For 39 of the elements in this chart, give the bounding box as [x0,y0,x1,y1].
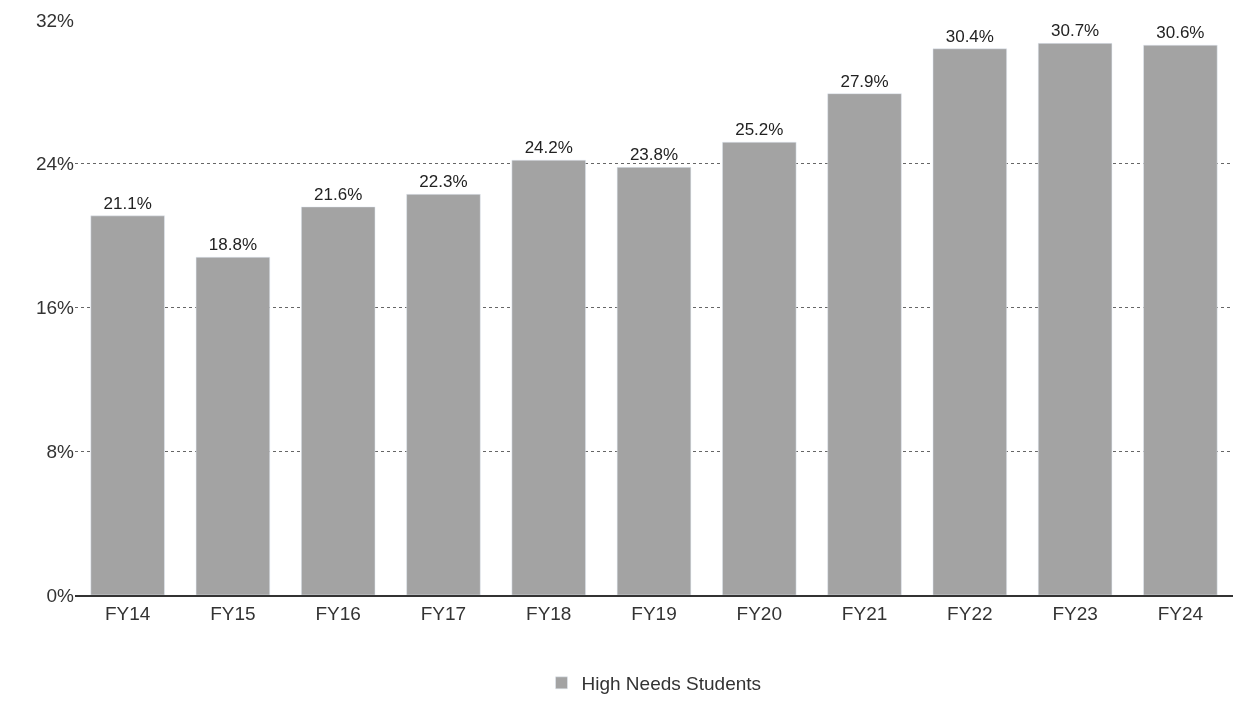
bar [90,215,165,595]
x-tick-label: FY18 [526,602,572,624]
data-label: 18.8% [208,235,258,255]
y-tick-label: 16% [35,297,75,319]
x-tick-label: FY19 [631,602,677,624]
x-tick-label: FY22 [947,602,993,624]
data-label: 30.7% [1050,21,1100,41]
data-label: 21.1% [103,193,152,213]
data-label: 30.6% [1156,23,1205,43]
x-tick-label: FY15 [210,602,256,624]
y-tick-label: 8% [46,440,75,462]
data-label: 23.8% [629,145,679,165]
y-tick-label: 0% [46,584,75,606]
y-tick-label: 32% [35,9,75,31]
x-tick-label: FY20 [736,602,782,624]
data-label: 27.9% [840,71,889,91]
x-tick-label: FY24 [1157,602,1204,624]
legend-label: High Needs Students [581,673,762,695]
bar [827,93,902,595]
bar [195,256,270,595]
bar [301,206,376,595]
bar [616,167,692,595]
x-tick-label: FY14 [104,602,151,624]
x-tick-label: FY17 [420,602,467,624]
data-label: 30.4% [945,26,994,46]
y-tick-label: 24% [35,153,75,175]
data-label: 25.2% [735,120,784,140]
bar [511,159,586,595]
x-tick-label: FY21 [841,602,888,624]
data-label: 21.6% [314,184,363,204]
bar [1038,43,1113,595]
bar [722,141,797,595]
data-label: 22.3% [419,172,468,192]
x-tick-label: FY23 [1052,602,1098,624]
bar [932,48,1007,595]
x-tick-label: FY16 [315,602,361,624]
bar [1143,44,1218,595]
data-label: 24.2% [524,138,573,158]
bar [406,194,481,595]
